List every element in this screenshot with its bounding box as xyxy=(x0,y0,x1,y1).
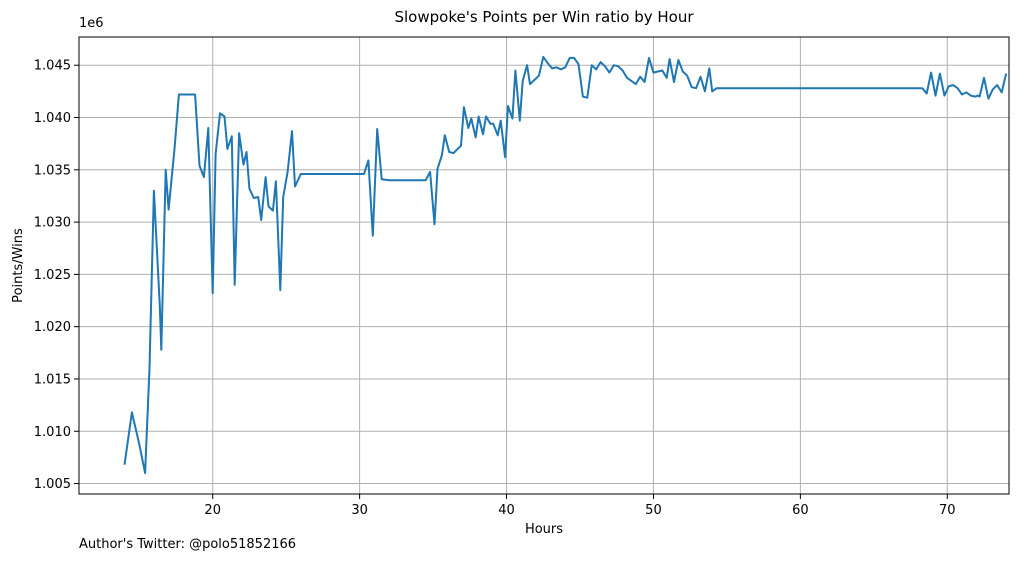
author-twitter-footer: Author's Twitter: @polo51852166 xyxy=(79,537,297,552)
y-tick-label: 1.045 xyxy=(34,59,71,74)
plot-frame xyxy=(78,36,1010,495)
chart-title: Slowpoke's Points per Win ratio by Hour xyxy=(394,8,694,26)
x-tick-label: 40 xyxy=(498,503,515,518)
y-tick-label: 1.015 xyxy=(34,372,71,387)
x-tick-label: 20 xyxy=(204,503,221,518)
y-offset-label: 1e6 xyxy=(79,16,104,31)
y-axis-label: Points/Wins xyxy=(11,228,26,303)
x-tick-label: 70 xyxy=(939,503,956,518)
series-line xyxy=(123,55,1008,475)
ticks-layer: 20 30 40 50 60 70 1.005 1.010 1.015 1.020 1.025 1.0… xyxy=(34,59,956,518)
series-layer xyxy=(123,55,1008,475)
y-tick-label: 1.010 xyxy=(34,425,71,440)
x-tick-label: 50 xyxy=(645,503,662,518)
grid-lines xyxy=(79,37,1009,494)
y-tick-label: 1.030 xyxy=(34,216,71,231)
y-tick-label: 1.005 xyxy=(34,477,71,492)
y-tick-label: 1.035 xyxy=(34,163,71,178)
x-tick-label: 60 xyxy=(792,503,809,518)
x-tick-label: 30 xyxy=(351,503,368,518)
y-tick-label: 1.025 xyxy=(34,268,71,283)
x-axis-label: Hours xyxy=(525,522,563,537)
y-tick-label: 1.020 xyxy=(34,320,71,335)
y-tick-label: 1.040 xyxy=(34,111,71,126)
